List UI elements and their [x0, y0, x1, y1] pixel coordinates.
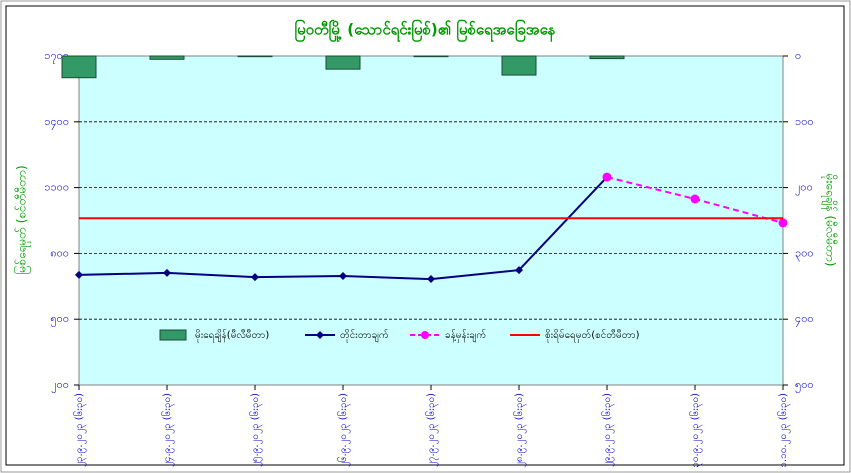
x-tick-label: ၂၃.၉.၂၀၂၃ (၆း၃၀) — [72, 393, 87, 467]
y2-tick-label: ၃၀၀ — [795, 246, 814, 261]
y-tick-label: ၅၀၀ — [50, 312, 69, 327]
legend-label: ခန့်မှန်းချက် — [445, 328, 486, 343]
y2-tick-label: ၁၀၀ — [795, 115, 814, 128]
legend-label: စိုးရိမ်ရေမှတ်(စင်တီမီတာ) — [545, 328, 640, 343]
measured-point — [427, 275, 435, 284]
x-tick-label: ၂၅.၉.၂၀၂၃ (၆း၃၀) — [248, 393, 263, 467]
bar — [589, 55, 625, 60]
bar — [237, 55, 273, 58]
x-tick-label: ၁.၁၀.၂၀၂၃ (၆း၃၀) — [776, 393, 791, 468]
y-axis-label: မြစ်ရေမှတ် (စင်တီမီတာ) — [13, 165, 32, 274]
x-tick-label: ၂၆.၉.၂၀၂၃ (၆း၃၀) — [336, 393, 351, 467]
y2-tick-label: ၄၀၀ — [795, 312, 814, 327]
measured-point — [163, 268, 171, 277]
legend-marker — [316, 331, 324, 339]
bar — [413, 55, 449, 58]
x-tick-label: ၂၈.၉.၂၀၂၃ (၆း၃၀) — [512, 393, 527, 467]
forecast-point — [602, 172, 612, 182]
x-tick-label: ၃၀.၉.၂၀၂၃ (၆း၃၀) — [688, 393, 703, 468]
x-tick-label: ၂၄.၉.၂၀၂၃ (၆း၃၀) — [160, 393, 175, 467]
bar — [325, 55, 361, 70]
y-tick-label: ၈၀၀ — [50, 246, 69, 259]
y2-axis-label: မိုးရေချိန် (မီလီမီတာ) — [821, 174, 839, 267]
forecast-point — [690, 194, 700, 204]
y-tick-label: ၁၁၀၀ — [44, 181, 69, 194]
bar — [149, 55, 185, 60]
y-tick-label: ၂၀၀ — [51, 378, 69, 393]
bar — [61, 55, 97, 79]
bar — [501, 55, 537, 76]
y-tick-label: ၁၄၀၀ — [44, 115, 69, 130]
x-tick-label: ၂၉.၉.၂၀၂၃ (၆း၃၀) — [600, 393, 615, 467]
y2-tick-label: ၅၀၀ — [795, 378, 814, 393]
legend-label: တိုင်းတာချက် — [340, 328, 389, 343]
forecast-point — [778, 218, 788, 228]
y2-tick-label: ၀ — [795, 49, 801, 62]
measured-point — [339, 271, 347, 280]
measured-point — [75, 270, 83, 279]
measured-point — [515, 266, 523, 275]
legend-swatch — [159, 329, 187, 341]
x-tick-label: ၂၇.၉.၂၀၂၃ (၆း၃၀) — [424, 393, 439, 467]
legend-marker — [421, 331, 429, 339]
y2-tick-label: ၂၀၀ — [795, 181, 813, 196]
measured-point — [251, 273, 259, 282]
legend-label: မိုးရေချိန်(မီလီမီတာ) — [195, 328, 269, 343]
